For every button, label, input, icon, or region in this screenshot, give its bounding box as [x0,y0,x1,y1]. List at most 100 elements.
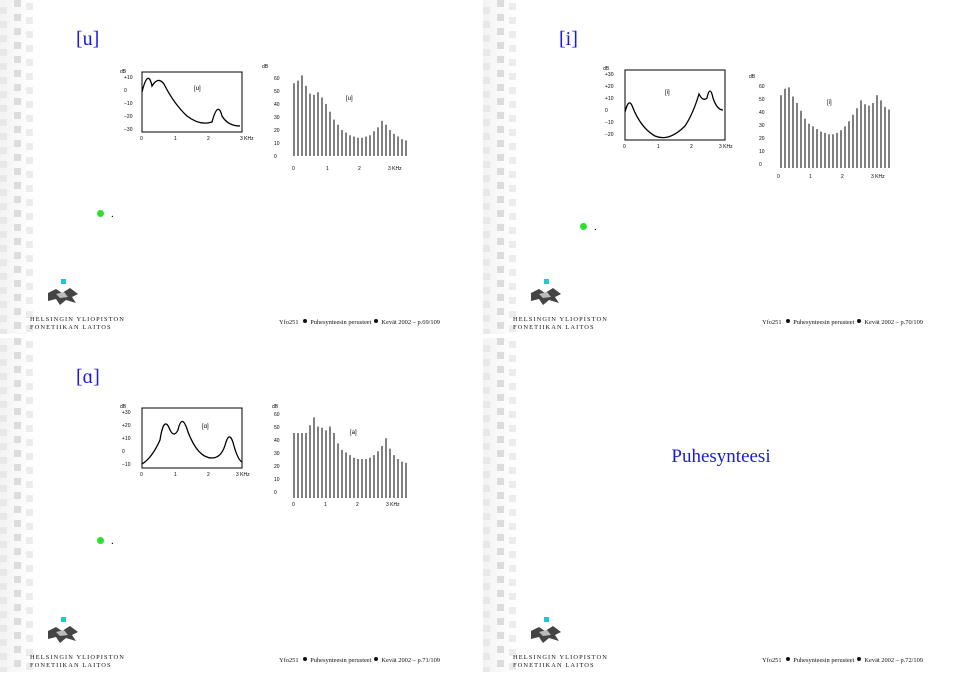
slide-title: [ɑ] [76,366,100,388]
x-tick: 0 [623,144,626,150]
x-tick: 3 KHz [236,472,250,478]
x-tick: 3 KHz [388,166,402,172]
slide-69: [u] dB +10 0 −10 −20 −30 0 1 2 3 KHz [u]… [0,0,476,334]
institution-name: HELSINGIN YLIOPISTON FONETIIKAN LAITOS [513,316,608,331]
x-tick: 1 [174,472,177,478]
cyan-marker [544,279,549,284]
y-tick: −10 [605,120,614,126]
x-tick: 0 [292,502,295,508]
y-unit-label: dB [120,404,127,410]
x-tick: 0 [140,472,143,478]
x-tick: 0 [777,174,780,180]
y-tick: 60 [274,412,280,418]
y-tick: 0 [759,162,762,168]
y-tick: 20 [274,464,280,470]
spectrum-lines [293,417,407,498]
vowel-label: [a] [350,430,357,436]
y-tick: −20 [124,114,133,120]
y-tick: 20 [759,136,765,142]
x-tick: 1 [326,166,329,172]
x-tick: 1 [324,502,327,508]
formant-envelope-figure: dB +30 +20 +10 0 −10 −20 0 1 2 3 KHz [i] [603,66,733,150]
slide-title: [u] [76,28,100,50]
line-spectrum-figure: dB 60 50 40 30 20 10 0 0 1 2 3 KHz [a] [272,404,407,508]
x-tick: 1 [809,174,812,180]
y-tick: 0 [274,490,277,496]
y-tick: 40 [274,102,280,108]
decorative-strip [0,338,34,672]
x-tick: 2 [690,144,693,150]
vowel-label: [ɑ] [202,424,209,430]
x-tick: 1 [174,136,177,142]
y-tick: 60 [274,76,280,82]
x-tick: 0 [292,166,295,172]
cyan-marker [544,617,549,622]
vowel-label: [i] [827,100,832,106]
x-tick: 2 [841,174,844,180]
formant-envelope-figure: dB +30 +20 +10 0 −10 0 1 2 3 KHz [ɑ] [120,404,250,478]
y-tick: +10 [605,96,614,102]
university-logo [531,288,561,305]
slide-footer: Yfo251 Puhesynteesin perusteet Kevät 2002… [279,657,440,664]
y-tick: 0 [124,88,127,94]
university-logo [48,626,78,643]
y-unit-label: dB [603,66,610,72]
slide-70: [i] dB +30 +20 +10 0 −10 −20 0 1 2 3 KHz… [483,0,959,334]
bullet-text: . [111,535,114,547]
y-tick: 40 [274,438,280,444]
y-tick: 30 [759,123,765,129]
bullet-text: . [111,208,114,220]
y-tick: 10 [759,149,765,155]
y-tick: 30 [274,451,280,457]
vowel-label: [u] [346,96,353,102]
envelope-curve [141,77,241,127]
y-tick: 60 [759,84,765,90]
decorative-strip [483,0,517,334]
y-tick: 0 [605,108,608,114]
x-tick: 0 [140,136,143,142]
y-tick: −10 [124,101,133,107]
line-spectrum-figure: dB 60 50 40 30 20 10 0 0 1 2 3 KHz [u] [262,64,407,172]
y-tick: −30 [124,127,133,133]
vowel-label: [u] [194,86,201,92]
y-tick: +20 [122,423,131,429]
y-tick: +20 [605,84,614,90]
slide-footer: Yfo251 Puhesynteesin perusteet Kevät 2002… [762,657,923,664]
y-tick: 50 [274,425,280,431]
slide-71: [ɑ] dB +30 +20 +10 0 −10 0 1 2 3 KHz [ɑ]… [0,338,476,672]
institution-name: HELSINGIN YLIOPISTON FONETIIKAN LAITOS [30,316,125,331]
x-tick: 2 [358,166,361,172]
y-unit-label: dB [120,69,127,75]
institution-name: HELSINGIN YLIOPISTON FONETIIKAN LAITOS [30,654,125,669]
x-tick: 2 [207,136,210,142]
y-tick: −10 [122,462,131,468]
decorative-strip [483,338,517,672]
y-unit-label: dB [749,74,756,80]
x-tick: 1 [657,144,660,150]
university-logo [48,288,78,305]
y-tick: 10 [274,477,280,483]
y-tick: +10 [124,75,133,81]
slide-72: Puhesynteesi HELSINGIN YLIOPISTON FONETII… [483,338,959,672]
formant-envelope-figure: dB +10 0 −10 −20 −30 0 1 2 3 KHz [u] [120,69,254,142]
y-tick: 50 [274,89,280,95]
section-title: Puhesynteesi [671,446,771,467]
y-tick: 20 [274,128,280,134]
y-tick: 0 [122,449,125,455]
x-tick: 3 KHz [719,144,733,150]
x-tick: 3 KHz [240,136,254,142]
y-tick: +30 [605,72,614,78]
slide-footer: Yfo251 Puhesynteesin perusteet Kevät 2002… [279,319,440,326]
bullet-marker [580,223,587,230]
bullet-marker [97,537,104,544]
bullet-marker [97,210,104,217]
y-tick: 30 [274,115,280,121]
y-tick: 40 [759,110,765,116]
university-logo [531,626,561,643]
cyan-marker [61,617,66,622]
y-tick: +30 [122,410,131,416]
y-tick: −20 [605,132,614,138]
slide-footer: Yfo251 Puhesynteesin perusteet Kevät 2002… [762,319,923,326]
line-spectrum-figure: dB 60 50 40 30 20 10 0 0 1 2 3 KHz [i] [749,74,890,180]
y-tick: +10 [122,436,131,442]
